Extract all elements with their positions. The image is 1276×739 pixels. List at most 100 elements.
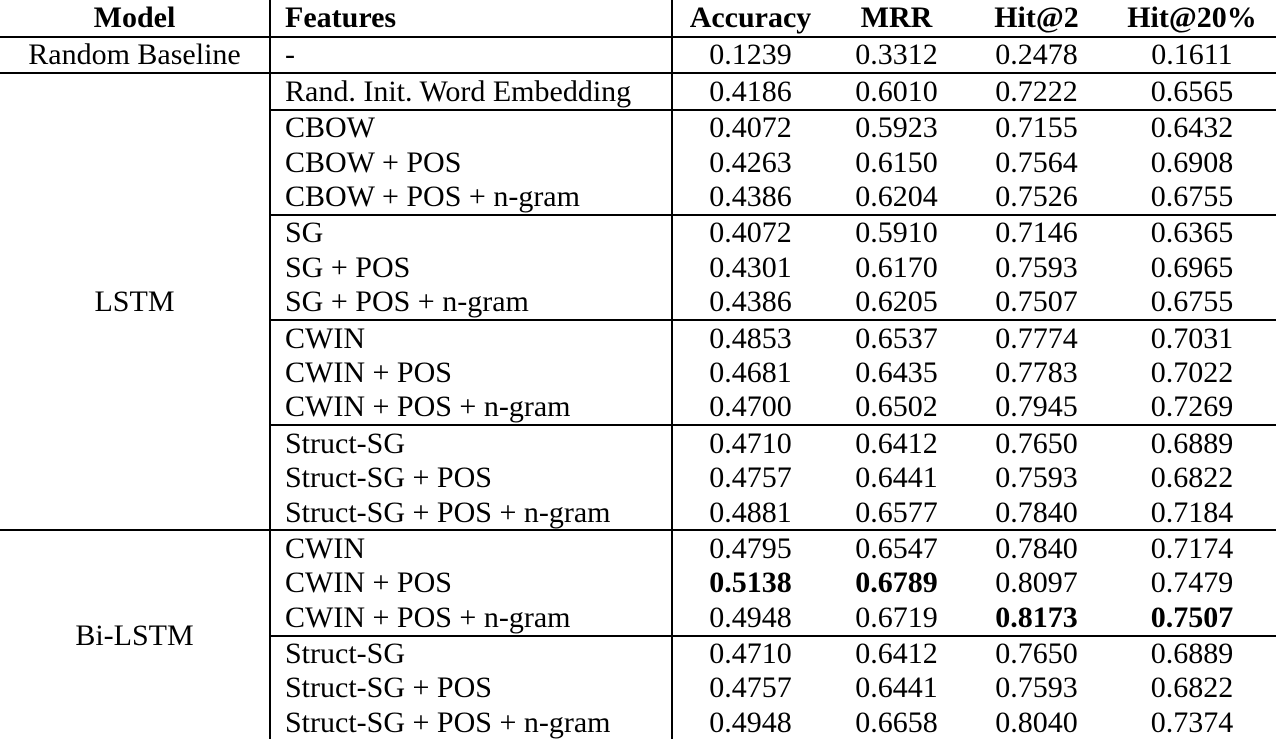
value-cell-accuracy: 0.4757	[709, 461, 792, 495]
value-cell-accuracy: 0.4853	[672, 319, 828, 356]
value-cell-mrr: 0.6205	[855, 285, 938, 319]
table-row: CBOW + POS 0.4263 0.6150 0.7564 0.6908	[0, 145, 1276, 180]
value-cell-hit2: 0.7650	[965, 634, 1108, 672]
value-cell-accuracy: 0.4072	[672, 108, 828, 146]
value-cell-hit2: 0.2478	[995, 38, 1078, 72]
table-header: Model Features Accuracy MRR Hit@2 Hit@20%	[0, 0, 1276, 38]
value-cell-accuracy: 0.4386	[709, 285, 792, 319]
features-cell: Struct-SG + POS + n-gram	[270, 705, 673, 739]
value-cell-accuracy: 0.4072	[672, 213, 828, 251]
value-cell-hit2: 0.7774	[965, 319, 1108, 356]
table-row: CBOW + POS + n-gram 0.4386 0.6204 0.7526 0.6…	[0, 179, 1276, 215]
features-cell: CWIN + POS	[270, 565, 673, 601]
value-cell-accuracy: 0.4681	[709, 355, 792, 389]
features-cell: CBOW + POS + n-gram	[270, 179, 673, 215]
value-cell-mrr: 0.6204	[855, 180, 938, 213]
value-cell-hit20: 0.6889	[1108, 634, 1276, 672]
value-cell-hit2: 0.7222	[965, 72, 1108, 110]
value-cell-hit20: 0.6822	[1150, 671, 1234, 705]
value-cell-mrr: 0.6658	[855, 705, 938, 739]
table-row: LSTM Rand. Init. Word Embedding 0.4186 0.60…	[0, 72, 1276, 531]
value-cell-hit20: 0.7269	[1150, 390, 1234, 424]
value-cell-accuracy: 0.4186	[672, 72, 828, 110]
value-cell-mrr: 0.6150	[855, 145, 938, 179]
value-cell-hit20: 0.7031	[1108, 319, 1276, 356]
value-cell-hit20: 0.7022	[1150, 355, 1234, 389]
value-cell-hit2: 0.7783	[995, 355, 1078, 389]
table-row: CBOW 0.4072 0.5923 0.7155 0.6432	[0, 108, 1276, 146]
features-cell: CBOW + POS	[270, 145, 673, 180]
features-cell: SG	[270, 213, 673, 251]
table-row: CWIN + POS + n-gram 0.4948 0.6719 0.8173 0.7…	[0, 600, 1276, 636]
header-row: Model Features Accuracy MRR Hit@2 Hit@20%	[0, 0, 1276, 38]
value-cell-hit2: 0.7155	[965, 108, 1108, 146]
column-header-features: Features	[270, 0, 673, 38]
features-cell: CWIN + POS	[270, 355, 673, 390]
table-row: Bi-LSTM CWIN 0.4795 0.6547 0.7840 0.7174	[0, 529, 1276, 739]
value-cell-accuracy: 0.4301	[709, 250, 792, 284]
features-cell: Struct-SG	[270, 634, 673, 672]
column-header-hit20: Hit@20%	[1108, 0, 1276, 38]
value-cell-hit20: 0.6365	[1108, 213, 1276, 251]
table-row: SG 0.4072 0.5910 0.7146 0.6365	[0, 213, 1276, 251]
value-cell-hit2: 0.7146	[965, 213, 1108, 251]
features-cell: -	[270, 37, 673, 74]
features-cell: CWIN	[270, 319, 673, 356]
value-cell-hit2: 0.7840	[995, 495, 1078, 529]
value-cell-hit2: 0.7593	[995, 250, 1078, 284]
value-cell-accuracy: 0.4386	[709, 180, 792, 213]
column-header-hit2: Hit@2	[965, 0, 1108, 38]
value-cell-mrr: 0.6441	[855, 461, 938, 495]
value-cell-hit2: 0.7593	[995, 461, 1078, 495]
value-cell-accuracy: 0.1239	[709, 38, 792, 72]
value-cell-accuracy: 0.4700	[709, 390, 792, 424]
model-cell: Random Baseline	[0, 37, 271, 74]
value-cell-mrr: 0.6502	[855, 390, 938, 424]
table-row: Struct-SG + POS 0.4757 0.6441 0.7593 0.6822	[0, 671, 1276, 706]
table-row: Struct-SG + POS + n-gram 0.4948 0.6658 0.80…	[0, 705, 1276, 739]
features-cell: Struct-SG	[270, 424, 673, 461]
value-cell-hit2: 0.7840	[965, 529, 1108, 566]
value-cell-hit20: 0.6965	[1150, 250, 1234, 284]
value-cell-mrr: 0.6435	[855, 355, 938, 389]
value-cell-accuracy: 0.4757	[709, 671, 792, 705]
features-cell: Struct-SG + POS + n-gram	[270, 495, 673, 531]
value-cell-accuracy: 0.4795	[672, 529, 828, 566]
table-row: CWIN 0.4853 0.6537 0.7774 0.7031	[0, 319, 1276, 356]
table-row: Struct-SG + POS + n-gram 0.4881 0.6577 0.78…	[0, 495, 1276, 531]
value-cell-hit2: 0.7526	[995, 180, 1078, 213]
value-cell-hit20: 0.7174	[1108, 529, 1276, 566]
table-row: CWIN + POS 0.5138 0.6789 0.8097 0.7479	[0, 565, 1276, 601]
value-cell-hit2: 0.7650	[965, 424, 1108, 461]
value-cell-mrr: 0.6412	[828, 424, 965, 461]
value-cell-mrr: 0.6010	[828, 72, 965, 110]
column-header-model: Model	[0, 0, 271, 38]
value-cell-accuracy: 0.4881	[709, 495, 792, 529]
table-row: Struct-SG 0.4710 0.6412 0.7650 0.6889	[0, 424, 1276, 461]
value-cell-hit2: 0.8173	[995, 600, 1078, 634]
model-cell: Bi-LSTM	[0, 529, 271, 739]
value-cell-mrr: 0.5923	[828, 108, 965, 146]
value-cell-accuracy: 0.4710	[672, 424, 828, 461]
value-cell-hit20: 0.1611	[1151, 38, 1233, 72]
table-row: SG + POS + n-gram 0.4386 0.6205 0.7507 0.675…	[0, 284, 1276, 321]
table-row: CWIN + POS 0.4681 0.6435 0.7783 0.7022	[0, 355, 1276, 390]
value-cell-hit20: 0.6822	[1150, 461, 1234, 495]
features-cell: Rand. Init. Word Embedding	[270, 72, 673, 110]
value-cell-mrr: 0.6537	[828, 319, 965, 356]
value-cell-hit20: 0.7507	[1150, 600, 1234, 634]
value-cell-hit20: 0.6755	[1150, 180, 1234, 213]
value-cell-hit2: 0.7564	[995, 145, 1078, 179]
value-cell-hit20: 0.7184	[1150, 495, 1234, 529]
value-cell-hit20: 0.7374	[1150, 705, 1234, 739]
value-cell-hit2: 0.8097	[995, 566, 1078, 600]
value-cell-hit20: 0.6755	[1150, 285, 1234, 319]
features-cell: CWIN + POS + n-gram	[270, 600, 673, 636]
column-header-accuracy: Accuracy	[672, 0, 828, 38]
value-cell-hit2: 0.7507	[995, 285, 1078, 319]
model-cell: LSTM	[0, 72, 271, 531]
column-header-mrr: MRR	[828, 0, 965, 38]
value-cell-mrr: 0.6789	[855, 566, 938, 600]
table-row: Struct-SG + POS 0.4757 0.6441 0.7593 0.6822	[0, 460, 1276, 496]
